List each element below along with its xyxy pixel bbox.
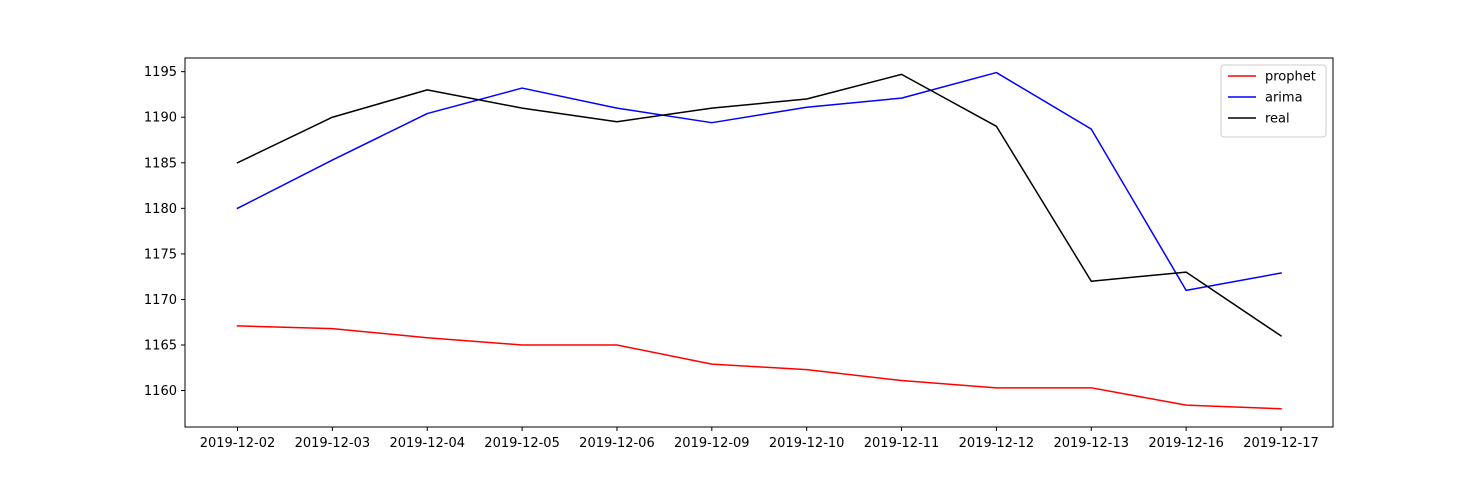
plot-frame [184, 57, 1334, 428]
y-tick-label: 1185 [144, 156, 177, 171]
x-tick-label: 2019-12-12 [959, 436, 1035, 451]
x-tick-label: 2019-12-02 [200, 436, 276, 451]
x-tick-label: 2019-12-10 [769, 436, 845, 451]
y-tick-label: 1165 [144, 339, 177, 354]
y-tick-label: 1180 [144, 202, 177, 217]
y-tick-label: 1190 [144, 111, 177, 126]
legend: prophet arima real [1220, 64, 1327, 138]
series-layer [236, 71, 1283, 410]
y-axis: 1160 1165 1170 1175 1180 1185 1190 1195 [144, 65, 185, 399]
x-tick-label: 2019-12-06 [579, 436, 655, 451]
y-tick-label: 1160 [144, 384, 177, 399]
x-tick-label: 2019-12-09 [674, 436, 750, 451]
y-tick-label: 1170 [144, 293, 177, 308]
series-line-prophet [236, 325, 1282, 410]
legend-label-prophet: prophet [1265, 70, 1316, 85]
legend-label-real: real [1265, 112, 1290, 127]
x-tick-label: 2019-12-03 [295, 436, 371, 451]
legend-box [1220, 64, 1327, 138]
x-tick-label: 2019-12-04 [389, 436, 465, 451]
y-tick-label: 1195 [144, 65, 177, 80]
x-tick-label: 2019-12-17 [1243, 436, 1319, 451]
x-axis: 2019-12-02 2019-12-03 2019-12-04 2019-12-05… [200, 427, 1319, 451]
x-tick-label: 2019-12-11 [864, 436, 940, 451]
legend-label-arima: arima [1265, 91, 1303, 106]
x-tick-label: 2019-12-05 [484, 436, 560, 451]
series-line-real [236, 73, 1283, 337]
series-line-arima [236, 71, 1282, 292]
x-tick-label: 2019-12-16 [1148, 436, 1224, 451]
y-tick-label: 1175 [144, 247, 177, 262]
x-tick-label: 2019-12-13 [1053, 436, 1129, 451]
